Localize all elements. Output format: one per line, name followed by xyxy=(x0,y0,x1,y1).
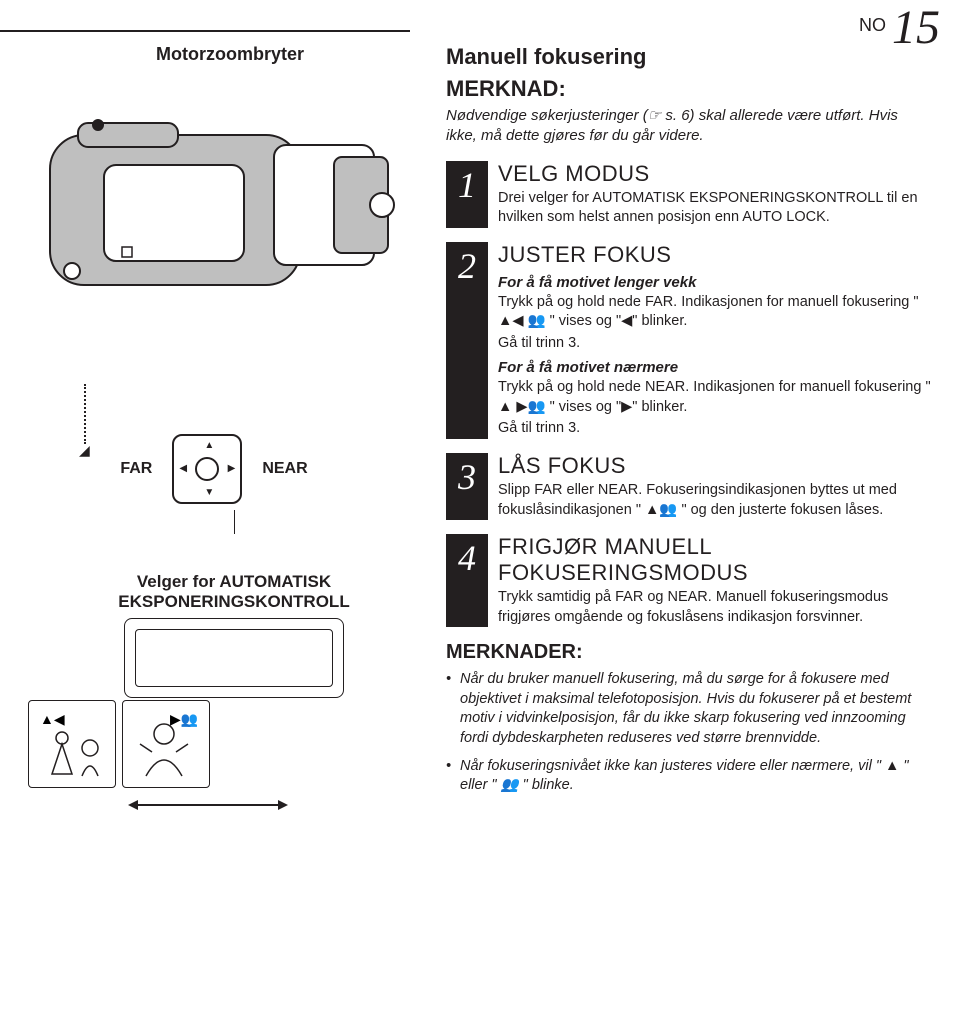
step-2-number: 2 xyxy=(446,242,488,439)
step-2-heading: JUSTER FOKUS xyxy=(498,242,932,268)
merknader-list: Når du bruker manuell fokusering, må du … xyxy=(446,670,932,795)
bullet-1: Når du bruker manuell fokusering, må du … xyxy=(446,670,932,748)
scene-row: ▲◀ ▶👥 xyxy=(28,700,388,810)
step-3-text: Slipp FAR eller NEAR. Fokuseringsindikas… xyxy=(498,481,932,520)
scene-near: ▶👥 xyxy=(122,700,210,788)
dpad-control: ▲ ▼ ◀ ▶ xyxy=(172,434,242,504)
far-label: FAR xyxy=(120,460,152,478)
camcorder-illustration xyxy=(34,75,414,343)
selector-caption: Velger for AUTOMATISK EKSPONERINGSKONTRO… xyxy=(114,572,354,612)
merknader-heading: MERKNADER: xyxy=(446,641,932,664)
svg-text:▲◀: ▲◀ xyxy=(40,711,65,727)
step-2-text-2: Trykk på og hold nede NEAR. Indikasjonen… xyxy=(498,378,932,417)
header-rule xyxy=(0,30,410,32)
step-4-heading: FRIGJØR MANUELL FOKUSERINGSMODUS xyxy=(498,534,932,586)
control-box xyxy=(124,618,344,698)
dpad-group: FAR ▲ ▼ ◀ ▶ NEAR Velger for AUTOMATISK E… xyxy=(114,434,354,698)
step-2-sub-1: For å få motivet lenger vekk xyxy=(498,274,932,291)
step-1-text: Drei velger for AUTOMATISK EKSPONERINGSK… xyxy=(498,189,932,228)
svg-text:▶👥: ▶👥 xyxy=(170,711,198,728)
selector-callout-line xyxy=(234,510,235,534)
step-3-number: 3 xyxy=(446,453,488,520)
merknad-heading: MERKNAD: xyxy=(446,76,932,102)
step-4-text: Trykk samtidig på FAR og NEAR. Manuell f… xyxy=(498,588,932,627)
step-1: 1 VELG MODUS Drei velger for AUTOMATISK … xyxy=(446,161,932,228)
section-title: Manuell fokusering xyxy=(446,44,932,70)
scene-far: ▲◀ xyxy=(28,700,116,788)
step-2: 2 JUSTER FOKUS For å få motivet lenger v… xyxy=(446,242,932,439)
step-2-text-1: Trykk på og hold nede FAR. Indikasjonen … xyxy=(498,293,932,332)
bullet-2: Når fokuseringsnivået ikke kan justeres … xyxy=(446,757,932,796)
bidirectional-arrow xyxy=(128,800,288,810)
step-4: 4 FRIGJØR MANUELL FOKUSERINGSMODUS Trykk… xyxy=(446,534,932,627)
motorzoom-label: Motorzoombryter xyxy=(34,44,426,65)
page-lang: NO xyxy=(859,15,886,35)
merknad-text: Nødvendige søkerjusteringer (☞ s. 6) ska… xyxy=(446,106,932,147)
left-column: Motorzoombryter ◢ FAR ▲ ▼ ◀ ▶ N xyxy=(34,44,426,343)
step-3: 3 LÅS FOKUS Slipp FAR eller NEAR. Fokuse… xyxy=(446,453,932,520)
step-2-sub-2: For å få motivet nærmere xyxy=(498,359,932,376)
step-1-number: 1 xyxy=(446,161,488,228)
step-1-heading: VELG MODUS xyxy=(498,161,932,187)
step-2-tail-2: Gå til trinn 3. xyxy=(498,419,932,439)
step-3-heading: LÅS FOKUS xyxy=(498,453,932,479)
near-label: NEAR xyxy=(262,460,307,478)
step-4-number: 4 xyxy=(446,534,488,627)
right-column: Manuell fokusering MERKNAD: Nødvendige s… xyxy=(446,44,932,804)
step-2-tail-1: Gå til trinn 3. xyxy=(498,334,932,354)
